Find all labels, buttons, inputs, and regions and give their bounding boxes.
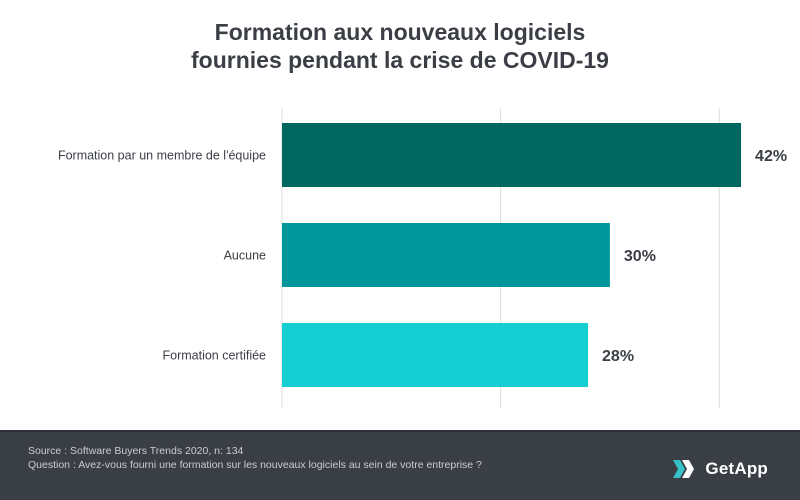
footer: Source : Software Buyers Trends 2020, n:… [0, 430, 800, 500]
question-note: Question : Avez-vous fourni une formatio… [28, 459, 482, 471]
footer-notes: Source : Software Buyers Trends 2020, n:… [28, 444, 482, 472]
chart-title-line-1: Formation aux nouveaux logiciels [214, 19, 586, 45]
bar [282, 123, 742, 187]
bar [282, 323, 589, 387]
bar-chart: Formation par un membre de l'équipe 42% Au… [58, 108, 787, 408]
category-label: Formation par un membre de l'équipe [58, 149, 266, 163]
category-label: Aucune [224, 249, 266, 263]
getapp-logo: GetApp [673, 458, 768, 480]
value-label: 30% [624, 248, 656, 265]
source-note: Source : Software Buyers Trends 2020, n:… [28, 445, 244, 457]
value-label: 28% [602, 348, 634, 365]
category-label: Formation certifiée [162, 349, 266, 363]
logo-text: GetApp [705, 459, 768, 478]
getapp-chevrons-icon [673, 460, 695, 478]
chart-title-line-2: fournies pendant la crise de COVID-19 [191, 47, 609, 73]
bar [282, 223, 610, 287]
chart-title: Formation aux nouveaux logiciels fournie… [0, 18, 800, 74]
value-label: 42% [755, 148, 787, 165]
